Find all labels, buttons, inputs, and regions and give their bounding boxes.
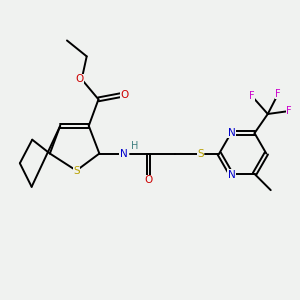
Text: S: S xyxy=(197,148,204,158)
Text: N: N xyxy=(228,169,236,179)
Text: O: O xyxy=(75,74,83,84)
Text: F: F xyxy=(275,89,281,99)
Text: O: O xyxy=(144,175,153,185)
Text: O: O xyxy=(121,90,129,100)
Text: F: F xyxy=(249,91,254,101)
Text: S: S xyxy=(73,166,80,176)
Text: H: H xyxy=(131,141,138,151)
Text: F: F xyxy=(286,106,292,116)
Text: N: N xyxy=(120,148,128,158)
Text: N: N xyxy=(228,128,236,137)
